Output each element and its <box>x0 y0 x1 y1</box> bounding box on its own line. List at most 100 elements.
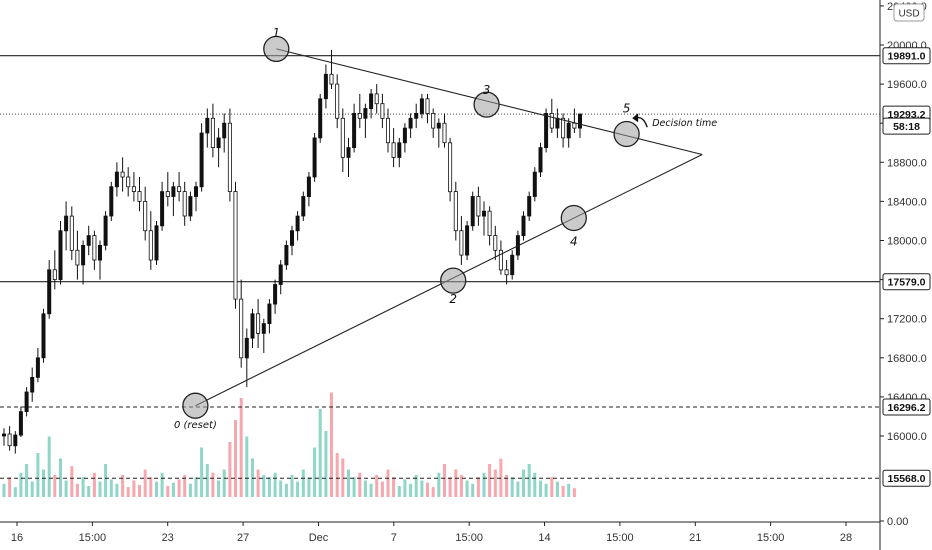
candle-body <box>335 83 340 119</box>
volume-bar <box>550 477 554 497</box>
candle <box>64 201 69 251</box>
candle <box>453 181 458 241</box>
price-label-countdown: 58:18 <box>882 117 931 135</box>
volume-bar <box>443 464 446 497</box>
horizontal-levels <box>0 55 880 479</box>
candle <box>425 93 430 124</box>
candle-body <box>261 323 266 334</box>
candle <box>419 93 424 119</box>
volume-bar <box>222 469 226 497</box>
volume-bar <box>510 477 514 497</box>
candle-body <box>177 186 182 192</box>
volume-bar <box>363 480 367 497</box>
candle <box>459 216 464 265</box>
candle-body <box>69 215 74 251</box>
volume-bar <box>386 469 390 497</box>
volume-bar <box>155 481 158 497</box>
candle <box>380 93 385 129</box>
pivot-marker[interactable] <box>263 35 290 63</box>
candle-body <box>131 186 136 192</box>
candle <box>329 49 334 89</box>
volume-bar <box>375 475 379 497</box>
pivot-marker[interactable] <box>440 267 467 294</box>
currency-badge[interactable]: USD <box>893 3 925 22</box>
pivot-marker[interactable] <box>560 204 587 232</box>
volume-bar <box>126 487 130 497</box>
x-tick-label: 23 <box>162 532 174 544</box>
volume-bar <box>47 436 51 497</box>
candle <box>41 308 46 363</box>
volume-bar <box>561 486 565 497</box>
y-tick-label: 0.00 <box>887 516 908 528</box>
candle-body <box>41 313 46 359</box>
candle <box>177 172 182 202</box>
candle <box>210 103 215 158</box>
volume-bar <box>380 481 384 497</box>
volume-bar <box>505 475 509 497</box>
candle-body <box>109 186 114 217</box>
volume-bar <box>64 480 68 497</box>
volume-bar <box>392 477 396 497</box>
candle <box>199 123 204 192</box>
candle-body <box>244 337 249 359</box>
candle-body <box>52 269 57 280</box>
candle-body <box>312 137 317 178</box>
pivot-marker[interactable] <box>473 91 500 118</box>
pivot-marker[interactable] <box>613 120 640 148</box>
volume-bar <box>414 475 418 497</box>
candle-body <box>256 313 261 334</box>
candle <box>504 260 509 285</box>
candle <box>227 108 232 202</box>
candle-body <box>453 191 458 232</box>
candle-body <box>561 117 566 139</box>
x-tick-label: 15:00 <box>757 532 785 544</box>
volume-bar <box>262 475 266 497</box>
candle-body <box>171 186 176 197</box>
candle-body <box>92 235 97 261</box>
x-tick-label: 15:00 <box>79 532 107 544</box>
candle-body <box>103 215 108 246</box>
pivot-marker[interactable] <box>182 392 209 419</box>
x-tick: 15:00 <box>79 522 107 544</box>
candle <box>52 250 57 290</box>
candle <box>436 118 441 148</box>
candle-body <box>165 191 170 197</box>
volume-bar <box>166 486 170 497</box>
volume-bar <box>115 483 119 497</box>
candle <box>312 133 317 182</box>
price-label-dashed: 15568.0 <box>882 469 931 487</box>
currency-badge-box[interactable] <box>893 3 925 22</box>
candle <box>323 64 328 109</box>
volume-bar <box>171 482 175 497</box>
volume-bar <box>465 480 469 497</box>
volume-bar <box>279 480 283 497</box>
candle-body <box>148 230 153 261</box>
volume-bar <box>454 469 458 497</box>
volume-bar <box>409 483 413 497</box>
candle-body <box>318 98 323 139</box>
candle <box>532 167 537 202</box>
candle-body <box>481 210 486 217</box>
candle <box>86 225 91 256</box>
volume-bar <box>330 392 333 497</box>
candle-body <box>58 230 63 280</box>
candle-body <box>374 93 379 105</box>
volume-bar <box>200 447 204 497</box>
price-label-box <box>882 469 931 487</box>
x-tick-label: 16 <box>11 532 23 544</box>
pivot-label: 1 <box>272 26 280 40</box>
volume-bar <box>104 464 108 497</box>
y-tick-label: 18800.0 <box>887 157 927 169</box>
x-tick-label: 15:00 <box>455 532 483 544</box>
volume-bar <box>42 469 45 497</box>
candle-body <box>459 230 464 256</box>
volume-bar <box>53 475 57 497</box>
candle <box>301 191 306 221</box>
candle-body <box>47 269 52 315</box>
candle <box>250 308 255 348</box>
candle <box>538 142 543 177</box>
y-tick: 19600.0 <box>880 79 927 91</box>
candle <box>261 318 266 353</box>
volume-bar <box>234 420 237 497</box>
